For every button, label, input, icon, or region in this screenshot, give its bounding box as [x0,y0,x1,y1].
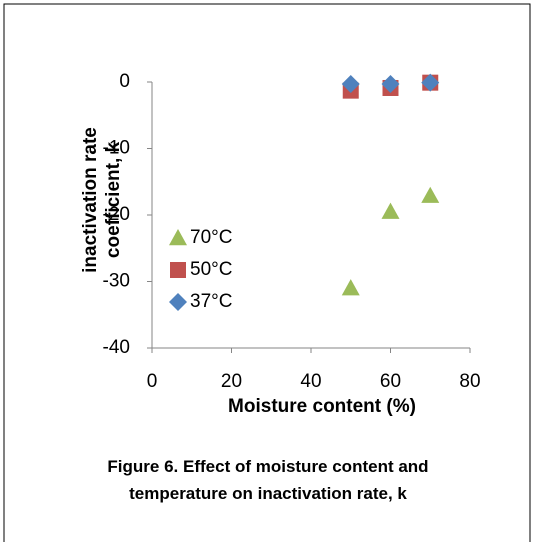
x-tick-label: 60 [380,371,401,392]
y-tick-label: -40 [103,337,130,358]
y-tick-label: -10 [103,138,130,159]
point [421,186,440,203]
caption: Figure 6. Effect of moisture content and… [107,457,429,503]
point [421,73,440,92]
legend-marker [169,293,187,311]
x-tick-label: 80 [459,371,480,392]
y-tick-label: -20 [103,204,130,225]
frame [3,3,531,542]
point [381,202,400,219]
legend-label: 37°C [190,291,232,312]
y-tick-label: 0 [119,71,130,92]
point [341,74,360,93]
x-tick-label: 0 [147,371,158,392]
x-tick-label: 20 [221,371,242,392]
point [381,74,400,93]
y-tick-label: -30 [103,271,130,292]
x-tick-label: 40 [300,371,321,392]
legend-label: 50°C [190,259,232,280]
legend-marker [169,229,187,246]
legend-marker [170,262,186,278]
y-axis-label: inactivation rate coefficient, k [80,127,124,273]
point [341,279,360,296]
legend-label: 70°C [190,227,232,248]
x-axis-label: Moisture content (%) [228,396,416,417]
